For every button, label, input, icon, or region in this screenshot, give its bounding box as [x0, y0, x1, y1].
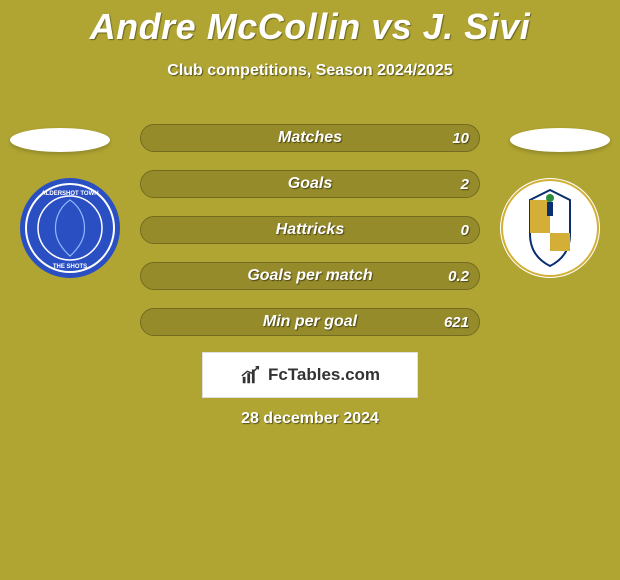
stat-label: Hattricks	[141, 217, 479, 243]
subtitle: Club competitions, Season 2024/2025	[0, 62, 620, 80]
player-right-oval	[510, 128, 610, 152]
svg-text:THE SHOTS: THE SHOTS	[53, 264, 87, 270]
stat-value-right: 0	[461, 217, 469, 243]
stat-label: Goals per match	[141, 263, 479, 289]
stat-value-right: 10	[452, 125, 469, 151]
stat-value-right: 621	[444, 309, 469, 335]
page-title: Andre McCollin vs J. Sivi	[0, 0, 620, 48]
date-label: 28 december 2024	[0, 410, 620, 428]
svg-text:ALDERSHOT TOWN: ALDERSHOT TOWN	[41, 191, 98, 197]
sutton-crest-icon	[500, 178, 600, 278]
stat-row: Matches10	[140, 124, 480, 152]
stat-label: Goals	[141, 171, 479, 197]
logo-text: FcTables.com	[268, 365, 380, 385]
fctables-logo: FcTables.com	[202, 352, 418, 398]
club-badge-right	[500, 178, 600, 278]
stat-value-right: 2	[461, 171, 469, 197]
stat-label: Min per goal	[141, 309, 479, 335]
stat-label: Matches	[141, 125, 479, 151]
club-badge-left: ALDERSHOT TOWN THE SHOTS	[20, 178, 120, 278]
stat-value-right: 0.2	[448, 263, 469, 289]
chart-icon	[240, 364, 262, 386]
stat-row: Hattricks0	[140, 216, 480, 244]
stat-row: Goals per match0.2	[140, 262, 480, 290]
stat-row: Goals2	[140, 170, 480, 198]
stat-row: Min per goal621	[140, 308, 480, 336]
stats-block: Matches10 Goals2 Hattricks0 Goals per match…	[140, 124, 480, 354]
comparison-card: Andre McCollin vs J. Sivi Club competiti…	[0, 0, 620, 580]
aldershot-crest-icon: ALDERSHOT TOWN THE SHOTS	[20, 178, 120, 278]
player-left-oval	[10, 128, 110, 152]
